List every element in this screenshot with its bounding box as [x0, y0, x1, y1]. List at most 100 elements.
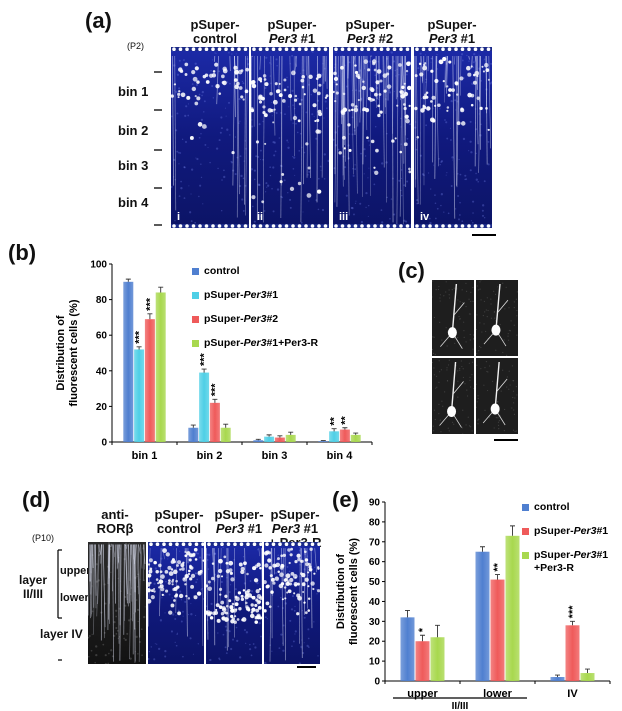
- chart-b-legend-swatch-3: [192, 316, 199, 323]
- panel-d-letter: (d): [22, 487, 51, 512]
- chart-b-errorbar-2-2: [201, 368, 207, 373]
- chart-b-sig-1-2: ***: [134, 330, 146, 344]
- chart-e-legend-swatch-3: [522, 552, 529, 559]
- chart-e-bar-1-1: [400, 617, 415, 681]
- panel-d-header-4-line1: pSuper-: [270, 507, 320, 522]
- chart-e-category-1: upper: [407, 688, 438, 700]
- chart-e-bar-1-2: [415, 641, 430, 681]
- panel-d-header-1: anti- RORβ: [82, 508, 148, 536]
- chart-e-ytick-70: 70: [369, 537, 381, 548]
- chart-b-ytick-100: 100: [90, 260, 107, 271]
- chart-b-errorbar-3-4: [288, 431, 294, 435]
- micrograph-a-4-roman: iv: [420, 211, 430, 223]
- chart-e-bar-2-3: [505, 535, 520, 681]
- chart-e-bar-3-2: [565, 625, 580, 681]
- chart-e-legend-swatch-2: [522, 528, 529, 535]
- micrograph-d-control: [148, 542, 204, 664]
- chart-b-legend-4: pSuper-Per3#1+Per3-R: [204, 337, 319, 349]
- chart-b-errorbar-2-3: [212, 398, 218, 403]
- chart-b-errorbar-4-4: [353, 432, 359, 435]
- chart-e-ytick-80: 80: [369, 517, 381, 528]
- chart-b-bar-4-1: [318, 441, 329, 442]
- chart-b: Distribution offluorescent cells (%) 0 20 4…: [55, 260, 373, 462]
- chart-b-legend-swatch-4: [192, 340, 199, 347]
- layer-ii-iii-label: layer II/III: [10, 573, 56, 601]
- chart-b-errorbar-4-3: [342, 427, 348, 430]
- chart-e-sig-1-2: *: [417, 627, 429, 632]
- chart-b-sig-2-2: ***: [199, 352, 211, 366]
- chart-e-bar-3-3: [580, 673, 595, 681]
- chart-b-category-3: bin 3: [262, 450, 288, 462]
- micrograph-d-rescue: [264, 542, 320, 664]
- chart-b-bar-3-3: [274, 437, 285, 442]
- chart-b-bar-4-4: [350, 434, 361, 442]
- chart-e-errorbar-3-3: [585, 668, 590, 674]
- panel-a-header-2-line1: pSuper-: [267, 17, 317, 32]
- chart-b-errorbar-4-1: [320, 440, 326, 442]
- micrograph-a-1: i: [171, 47, 249, 228]
- chart-b-ytick-40: 40: [96, 366, 108, 377]
- chart-e-errorbar-3-2: [570, 620, 575, 626]
- chart-b-errorbar-4-2: [331, 428, 337, 432]
- panel-d-header-2-line2: control: [156, 521, 202, 536]
- lower-label: lower: [60, 592, 89, 604]
- chart-b-category-1: bin 1: [132, 450, 158, 462]
- chart-e-sig-3-2: ***: [567, 605, 579, 619]
- panel-e-letter: (e): [332, 487, 359, 512]
- chart-b-bar-4-2: [329, 431, 340, 442]
- panel-d-age: (P10): [32, 533, 55, 543]
- neuron-image-1: [432, 280, 474, 356]
- chart-e-bar-2-2: [490, 579, 505, 681]
- scale-bar-d: [297, 666, 316, 668]
- chart-b-errorbar-1-4: [158, 286, 164, 293]
- chart-e-ytick-20: 20: [369, 637, 381, 648]
- layer-word: layer: [18, 573, 48, 587]
- panel-d-header-4-line2: Per3 #1: [271, 521, 319, 536]
- chart-b-legend-swatch-1: [192, 268, 199, 275]
- chart-b-category-2: bin 2: [197, 450, 223, 462]
- chart-b-ytick-80: 80: [96, 295, 108, 306]
- chart-b-ytick-0: 0: [101, 438, 107, 449]
- chart-e-bar-2-1: [475, 551, 490, 681]
- chart-e-ylabel: Distribution offluorescent cells (%): [335, 538, 360, 645]
- chart-b-bar-4-3: [339, 429, 350, 442]
- chart-b-errorbar-1-1: [125, 278, 131, 282]
- chart-e-ytick-30: 30: [369, 617, 381, 628]
- chart-b-errorbar-3-2: [266, 434, 272, 437]
- panel-d-header-2: pSuper-control: [146, 508, 212, 536]
- panel-d-header-3-line2: Per3 #1: [215, 521, 263, 536]
- panel-a-header-3-line1: pSuper-: [345, 17, 395, 32]
- chart-b-sig-4-3: **: [339, 415, 351, 424]
- neuron-image-3: [432, 358, 474, 434]
- chart-b-bar-3-4: [285, 434, 296, 442]
- rorb-image: [88, 542, 146, 664]
- micrograph-a-2-roman: ii: [257, 211, 263, 223]
- chart-e-bar-3-1: [550, 677, 565, 681]
- panel-a-header-1: pSuper-control: [175, 18, 255, 46]
- micrograph-a-1-roman: i: [177, 211, 180, 223]
- chart-e-ytick-10: 10: [369, 657, 381, 668]
- chart-b-errorbar-2-1: [190, 424, 196, 428]
- neuron-image-4: [476, 358, 518, 434]
- micrograph-a-4: iv: [414, 47, 492, 228]
- chart-e-errorbar-1-2: [420, 634, 425, 642]
- chart-e-errorbar-2-3: [510, 525, 515, 536]
- bin-2-label: bin 2: [118, 123, 149, 138]
- panel-d-header-3-line1: pSuper-: [214, 507, 264, 522]
- chart-b-bar-3-1: [253, 440, 264, 442]
- panel-b-letter: (b): [8, 240, 37, 265]
- panel-d-header-3: pSuper- Per3 #1: [206, 508, 272, 536]
- chart-e-legend-3: pSuper-Per3#1 +Per3-R: [534, 549, 608, 574]
- chart-e-errorbar-1-3: [435, 624, 440, 638]
- chart-b-ytick-60: 60: [96, 331, 108, 342]
- chart-e-sig-2-2: **: [492, 562, 504, 571]
- panel-a-header-3: pSuper- Per3 #2: [330, 18, 410, 46]
- chart-b-errorbar-1-2: [136, 346, 142, 350]
- chart-e-bar-1-3: [430, 637, 445, 681]
- chart-e-legend-2: pSuper-Per3#1: [534, 525, 608, 537]
- panel-a-header-1-line2: control: [192, 31, 238, 46]
- chart-b-ylabel: Distribution offluorescent cells (%): [55, 299, 80, 406]
- chart-b-legend-swatch-2: [192, 292, 199, 299]
- panel-d-header-1-line1: anti-: [101, 507, 129, 522]
- chart-e: Distribution offluorescent cells (%) 0 10 2…: [335, 498, 611, 711]
